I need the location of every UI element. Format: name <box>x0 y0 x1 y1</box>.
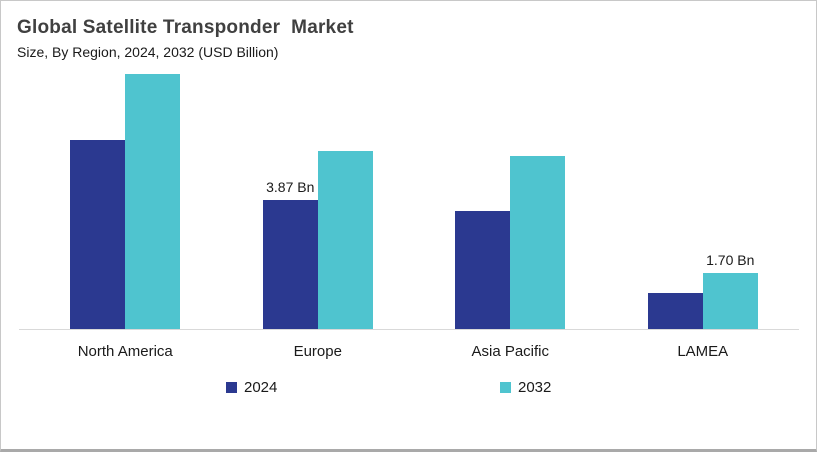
legend-label: 2032 <box>518 379 552 396</box>
category-group-europe: 3.87 Bn Europe <box>222 62 415 360</box>
legend-swatch <box>500 382 511 393</box>
bar-2032-north-america <box>125 74 181 330</box>
chart-subtitle: Size, By Region, 2024, 2032 (USD Billion… <box>17 44 279 60</box>
legend-swatch <box>226 382 237 393</box>
bars-row <box>29 62 222 330</box>
bar-groups: North America 3.87 Bn Europe Asia Pacific 1.… <box>29 62 799 360</box>
category-label: LAMEA <box>677 343 729 360</box>
chart-header: Global Satellite Transponder Market Size… <box>17 17 354 60</box>
legend-label: 2024 <box>244 379 278 396</box>
legend-item-2032: 2032 <box>500 379 551 396</box>
bar-2024-north-america <box>70 140 126 330</box>
bar-2032-europe <box>317 151 373 330</box>
legend: 2024 2032 <box>1 379 816 399</box>
category-label: North America <box>77 343 173 360</box>
bars-row <box>414 62 607 330</box>
chart-title: Global Satellite Transponder Market <box>17 17 354 38</box>
data-label: 3.87 Bn <box>266 179 315 195</box>
category-group-lamea: 1.70 Bn LAMEA <box>607 62 800 360</box>
bar-2032-asia-pacific <box>510 156 566 330</box>
bar-2024-lamea <box>647 293 703 330</box>
category-label: Asia Pacific <box>471 343 550 360</box>
bars-row: 1.70 Bn <box>607 62 800 330</box>
bar-2024-asia-pacific <box>455 211 511 330</box>
category-label: Europe <box>293 343 342 360</box>
bar-2024-europe: 3.87 Bn <box>262 179 318 330</box>
category-group-north-america: North America <box>29 62 222 360</box>
legend-item-2024: 2024 <box>226 379 277 396</box>
bar-2032-lamea: 1.70 Bn <box>702 252 758 330</box>
bars-row: 3.87 Bn <box>222 62 415 330</box>
category-group-asia-pacific: Asia Pacific <box>414 62 607 360</box>
data-label: 1.70 Bn <box>706 252 755 268</box>
x-axis-line <box>19 329 799 330</box>
